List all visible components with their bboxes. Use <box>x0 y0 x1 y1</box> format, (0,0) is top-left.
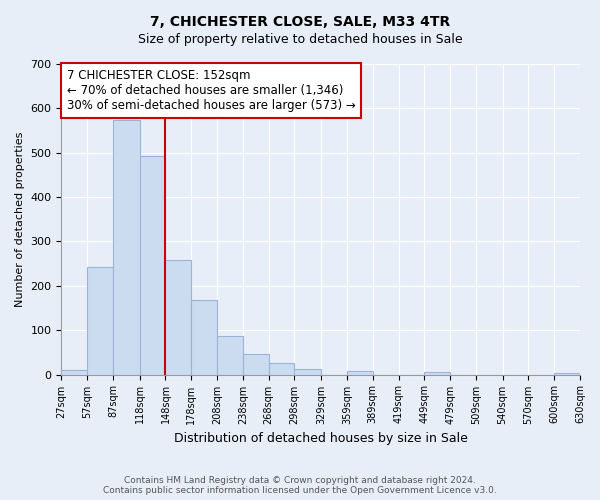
Bar <box>269 362 295 374</box>
Bar <box>166 260 191 374</box>
Bar <box>217 336 243 374</box>
Bar <box>347 371 373 374</box>
Bar <box>554 373 580 374</box>
Bar <box>295 369 321 374</box>
Bar <box>243 354 269 374</box>
Bar <box>191 300 217 374</box>
Bar <box>424 372 450 374</box>
Y-axis label: Number of detached properties: Number of detached properties <box>15 132 25 307</box>
Bar <box>140 156 166 374</box>
Text: 7, CHICHESTER CLOSE, SALE, M33 4TR: 7, CHICHESTER CLOSE, SALE, M33 4TR <box>150 15 450 29</box>
Bar <box>61 370 87 374</box>
Bar <box>87 267 113 374</box>
Text: Size of property relative to detached houses in Sale: Size of property relative to detached ho… <box>137 32 463 46</box>
Bar <box>113 120 140 374</box>
X-axis label: Distribution of detached houses by size in Sale: Distribution of detached houses by size … <box>174 432 467 445</box>
Text: Contains HM Land Registry data © Crown copyright and database right 2024.
Contai: Contains HM Land Registry data © Crown c… <box>103 476 497 495</box>
Text: 7 CHICHESTER CLOSE: 152sqm
← 70% of detached houses are smaller (1,346)
30% of s: 7 CHICHESTER CLOSE: 152sqm ← 70% of deta… <box>67 68 355 112</box>
